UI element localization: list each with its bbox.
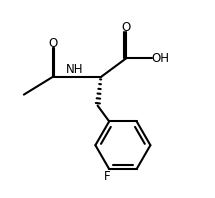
- Text: NH: NH: [66, 64, 83, 76]
- Text: O: O: [48, 37, 57, 50]
- Text: O: O: [121, 21, 131, 33]
- Text: OH: OH: [152, 52, 170, 65]
- Text: F: F: [104, 169, 110, 183]
